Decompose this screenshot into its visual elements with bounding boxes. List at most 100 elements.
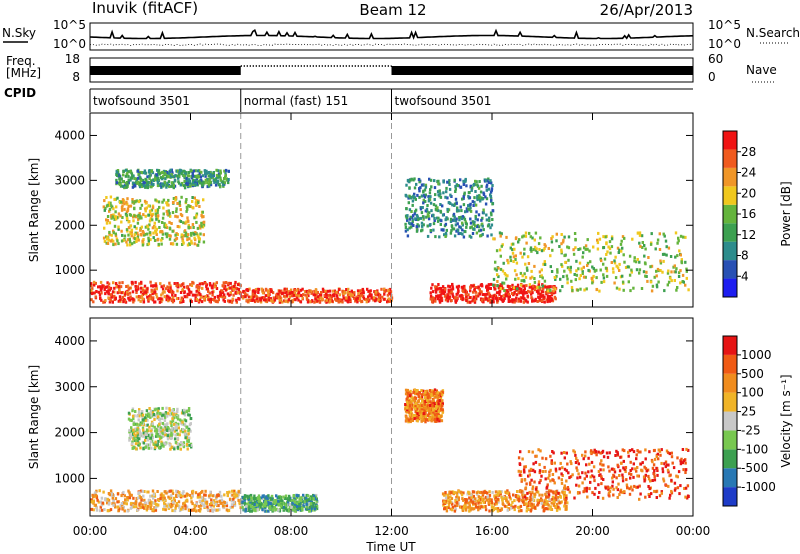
heatmap-cell: [556, 270, 559, 274]
heatmap-cell: [148, 413, 151, 417]
heatmap-cell: [339, 298, 342, 302]
heatmap-cell: [610, 261, 613, 264]
heatmap-cell: [469, 209, 473, 213]
heatmap-cell: [170, 173, 173, 177]
heatmap-cell: [482, 297, 485, 301]
heatmap-cell: [140, 294, 144, 298]
heatmap-cell: [328, 297, 331, 300]
heatmap-cell: [530, 249, 533, 253]
heatmap-cell: [477, 508, 480, 512]
heatmap-cell: [567, 246, 571, 250]
heatmap-cell: [284, 503, 287, 507]
heatmap-cell: [160, 436, 163, 440]
heatmap-cell: [362, 291, 365, 295]
heatmap-cell: [465, 299, 468, 302]
heatmap-cell: [411, 199, 415, 203]
heatmap-cell: [162, 434, 166, 438]
heatmap-cell: [444, 235, 447, 238]
heatmap-cell: [232, 284, 236, 288]
heatmap-cell: [552, 291, 556, 295]
heatmap-cell: [426, 224, 429, 228]
heatmap-cell: [168, 226, 172, 230]
heatmap-cell: [183, 179, 186, 183]
heatmap-cell: [168, 503, 172, 507]
heatmap-cell: [507, 292, 511, 296]
heatmap-cell: [159, 229, 163, 233]
heatmap-cell: [112, 229, 115, 233]
heatmap-cell: [554, 278, 557, 281]
heatmap-cell: [446, 209, 449, 213]
heatmap-cell: [114, 217, 118, 221]
heatmap-cell: [441, 285, 445, 289]
heatmap-cell: [294, 509, 297, 513]
heatmap-cell: [445, 186, 448, 190]
heatmap-cell: [605, 241, 608, 245]
heatmap-cell: [476, 218, 479, 222]
heatmap-cell: [463, 288, 467, 292]
heatmap-cell: [456, 229, 460, 233]
heatmap-cell: [142, 494, 145, 498]
heatmap-cell: [575, 273, 579, 277]
heatmap-cell: [464, 177, 467, 181]
heatmap-cell: [155, 287, 158, 291]
heatmap-cell: [475, 294, 478, 298]
heatmap-cell: [365, 300, 368, 304]
heatmap-cell: [376, 290, 379, 294]
heatmap-cell: [204, 489, 207, 493]
heatmap-cell: [408, 394, 412, 398]
heatmap-cell: [485, 292, 489, 296]
heatmap-cell: [507, 297, 510, 301]
heatmap-cell: [436, 407, 440, 411]
heatmap-cell: [544, 492, 547, 496]
heatmap-cell: [187, 223, 190, 227]
heatmap-cell: [174, 198, 177, 202]
heatmap-cell: [623, 236, 626, 240]
heatmap-cell: [149, 507, 152, 511]
colorbar-tick-label: 28: [741, 145, 756, 159]
heatmap-cell: [299, 300, 303, 304]
heatmap-cell: [170, 184, 173, 188]
heatmap-cell: [154, 290, 157, 294]
heatmap-cell: [278, 300, 282, 304]
heatmap-cell: [101, 508, 104, 512]
heatmap-cell: [479, 501, 483, 505]
heatmap-cell: [532, 284, 535, 288]
heatmap-cell: [169, 286, 172, 290]
heatmap-cell: [109, 508, 113, 512]
heatmap-cell: [492, 294, 495, 298]
heatmap-cell: [658, 232, 661, 236]
heatmap-cell: [413, 388, 416, 392]
heatmap-cell: [142, 181, 145, 185]
heatmap-cell: [419, 216, 422, 220]
heatmap-cell: [416, 392, 419, 396]
heatmap-cell: [197, 493, 200, 497]
heatmap-cell: [570, 286, 574, 289]
heatmap-cell: [410, 225, 413, 229]
heatmap-cell: [415, 182, 418, 186]
heatmap-cell: [512, 505, 515, 509]
heatmap-cell: [582, 265, 585, 269]
heatmap-cell: [575, 259, 578, 263]
heatmap-cell: [118, 295, 122, 299]
heatmap-cell: [185, 443, 189, 446]
heatmap-cell: [529, 248, 532, 251]
heatmap-cell: [540, 502, 544, 505]
heatmap-cell: [558, 245, 561, 248]
heatmap-cell: [549, 254, 552, 258]
heatmap-cell: [310, 508, 314, 512]
heatmap-cell: [472, 494, 475, 498]
heatmap-cell: [468, 504, 471, 508]
heatmap-cell: [453, 234, 457, 238]
heatmap-cell: [174, 433, 177, 437]
y-tick-label: 1000: [54, 263, 85, 277]
heatmap-cell: [510, 242, 514, 246]
heatmap-cell: [489, 195, 493, 198]
heatmap-cell: [406, 178, 410, 182]
heatmap-cell: [194, 238, 197, 242]
heatmap-cell: [462, 491, 465, 495]
heatmap-cell: [266, 496, 269, 500]
heatmap-cell: [420, 221, 424, 225]
heatmap-cell: [524, 291, 528, 295]
heatmap-cell: [127, 233, 130, 237]
heatmap-cell: [414, 410, 417, 414]
